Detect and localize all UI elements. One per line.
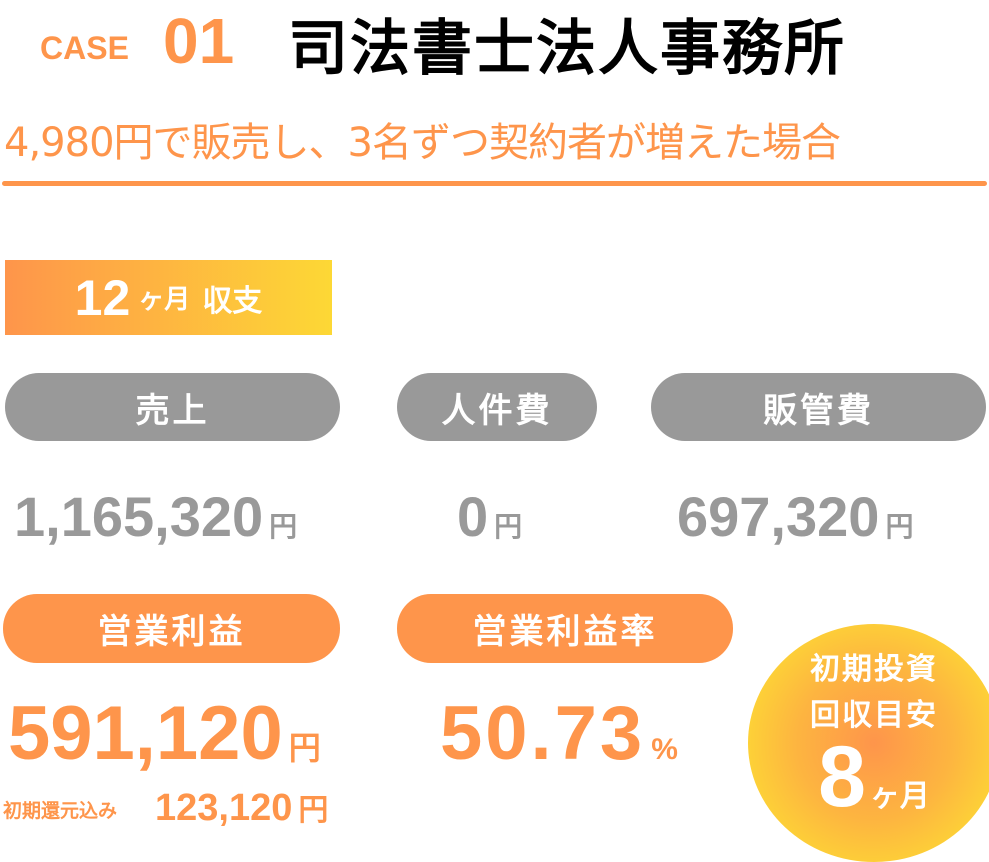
page-title: 司法書士法人事務所 bbox=[288, 14, 846, 84]
period-number: 12 bbox=[74, 269, 131, 326]
sales-value: 1,165,320 円 bbox=[14, 485, 298, 548]
case-number: 01 bbox=[163, 5, 235, 77]
payback-line2: 回収目安 bbox=[810, 698, 938, 733]
profit-sub-value: 123,120 円 bbox=[155, 787, 329, 829]
personnel-label: 人件費 bbox=[397, 373, 597, 441]
period-label: 収支 bbox=[202, 283, 263, 319]
payback-value: 8 ヶ月 bbox=[818, 729, 930, 825]
profit-value: 591,120 円 bbox=[8, 691, 321, 776]
sga-label: 販管費 bbox=[651, 373, 986, 441]
payback-line1: 初期投資 bbox=[810, 652, 938, 687]
divider bbox=[2, 181, 987, 186]
profit-sub-label: 初期還元込み bbox=[3, 800, 118, 822]
sales-label: 売上 bbox=[5, 373, 340, 441]
margin-value: 50.73% bbox=[440, 691, 681, 776]
profit-label: 営業利益 bbox=[3, 594, 340, 663]
margin-label: 営業利益率 bbox=[397, 594, 733, 663]
subtitle: 4,980円で販売し、3名ずつ契約者が増えた場合 bbox=[4, 120, 841, 166]
sga-value: 697,320 円 bbox=[677, 485, 914, 548]
period-badge: 12 ヶ月 収支 bbox=[5, 260, 332, 335]
case-label: CASE bbox=[40, 30, 129, 66]
payback-circle: 初期投資 回収目安 8 ヶ月 bbox=[748, 624, 989, 862]
period-unit: ヶ月 bbox=[138, 285, 191, 315]
